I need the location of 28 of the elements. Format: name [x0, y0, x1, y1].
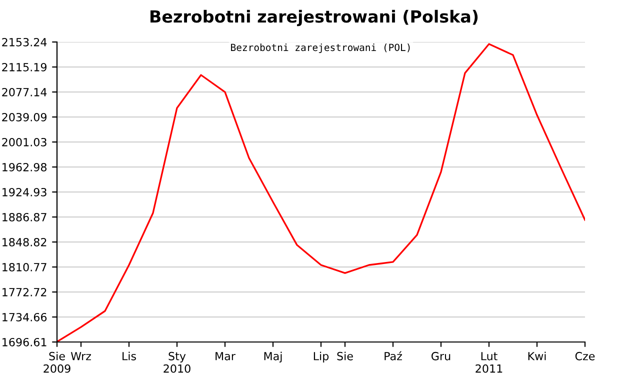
x-tick-label: Wrz — [70, 352, 91, 360]
x-tick-label: Lut 2011 — [476, 352, 502, 373]
y-tick-label: 1886.87 — [2, 212, 46, 222]
y-tick-label: 2001.03 — [2, 138, 46, 146]
x-tick-label: Sie 2009 — [44, 352, 70, 373]
x-tick-label: Paź — [384, 351, 402, 360]
y-tick-label: 1772.72 — [2, 288, 46, 296]
x-tick-label: Lis — [122, 352, 136, 360]
y-tick-label: 1848.82 — [2, 238, 46, 246]
y-tick-label: 1734.66 — [2, 312, 47, 322]
x-tick-label: Cze — [575, 352, 595, 360]
x-tick-label: Gru — [432, 352, 450, 360]
y-tick-label: 2153.24 — [2, 38, 47, 46]
x-tick-label: Sie — [337, 352, 353, 360]
chart-title: Bezrobotni zarejestrowani (Polska) — [150, 10, 478, 26]
y-tick-label: 2039.09 — [2, 112, 46, 122]
y-tick-label: 1924.93 — [2, 188, 46, 196]
x-tick-label: Sty 2010 — [164, 352, 190, 373]
y-tick-label: 1696.61 — [2, 338, 46, 346]
y-tick-label: 2115.19 — [2, 62, 46, 72]
y-tick-label: 1810.77 — [2, 262, 46, 272]
y-tick-label: 1962.98 — [2, 162, 47, 172]
x-tick-label: Kwi — [528, 352, 546, 360]
chart-subtitle: Bezrobotni zarejestrowani (POL) — [231, 44, 410, 53]
x-tick-label: Mar — [216, 352, 236, 360]
x-tick-label: Maj — [264, 352, 282, 362]
y-tick-label: 2077.14 — [2, 88, 47, 96]
x-tick-label: Lip — [314, 352, 329, 362]
